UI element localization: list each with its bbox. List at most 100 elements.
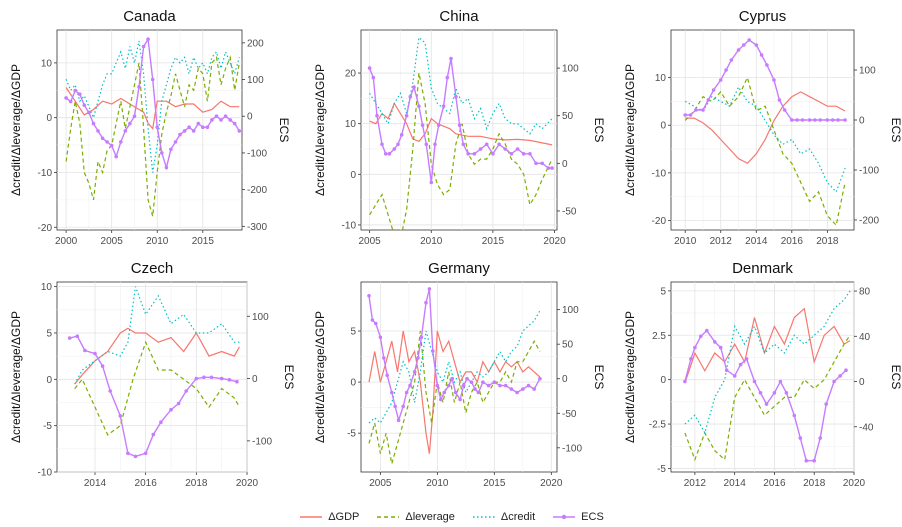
ecs-point (540, 161, 544, 166)
tick-label-y-left: -10 (38, 468, 53, 479)
axis-label-right: ECS (889, 365, 902, 390)
tick-label-y-right: 50 (562, 340, 574, 351)
ecs-point (150, 77, 155, 82)
ecs-point (367, 66, 372, 70)
plot-area (670, 29, 855, 231)
tick-label-y-left: -20 (38, 223, 53, 234)
axis-label-right: ECS (282, 365, 296, 390)
ecs-point (457, 123, 462, 127)
tick-label-x: 2012 (684, 478, 707, 489)
ecs-point (375, 113, 379, 118)
tick-label-y-left: 10 (655, 73, 667, 84)
series-line-credit (684, 85, 846, 194)
ecs-point (382, 356, 386, 360)
tick-label-x: 2015 (482, 236, 505, 247)
ecs-point (478, 147, 483, 151)
ecs-point (87, 110, 91, 115)
tick-label-y-left: 2.5 (652, 331, 666, 342)
ecs-point (219, 376, 224, 381)
ecs-point (424, 300, 428, 305)
ecs-point (472, 152, 477, 156)
ecs-point (169, 147, 173, 152)
ecs-point (374, 321, 378, 326)
ecs-point (141, 44, 146, 49)
series-line-gdp (368, 330, 541, 454)
series-line-credit (368, 310, 541, 424)
series-line-leverage (684, 334, 851, 462)
ecs-point (370, 318, 375, 322)
tick-label-y-right: -50 (562, 409, 577, 420)
ecs-point (497, 142, 501, 147)
series-line-gdp (65, 87, 240, 130)
legend-item-ecs: ECS (551, 511, 604, 523)
legend-item-leverage: Δleverage (375, 511, 455, 523)
ecs-point (380, 142, 384, 147)
ecs-point (838, 374, 842, 378)
ecs-point (807, 118, 812, 122)
tick-label-y-left: 0 (46, 375, 52, 386)
ecs-point (446, 383, 451, 388)
ecs-point (795, 118, 799, 122)
tick-label-y-right: -100 (252, 436, 272, 447)
legend-item-credit: Δcredit (471, 511, 535, 523)
ecs-point (742, 43, 746, 47)
ecs-point (393, 404, 398, 409)
tick-label-y-right: -100 (562, 443, 582, 454)
legend-swatch-leverage (377, 516, 400, 518)
legend-swatch-gdp (300, 516, 323, 518)
ecs-point (453, 390, 458, 395)
legend-swatch-credit (472, 516, 495, 518)
ecs-point (436, 123, 441, 127)
tick-label-x: 2005 (101, 236, 124, 247)
ecs-point (528, 152, 532, 156)
ecs-point (812, 458, 816, 463)
panel-cyprus: 2010 2012 2014 2016 2018-20-10010-200-100010… (623, 8, 902, 247)
ecs-point (473, 387, 477, 391)
ecs-point (219, 118, 223, 122)
ecs-point (758, 391, 763, 395)
tick-label-y-left: 0 (660, 375, 666, 386)
ecs-point (439, 397, 443, 402)
ecs-point (458, 397, 462, 402)
tick-label-y-left: -10 (38, 168, 53, 179)
ecs-point (538, 376, 542, 381)
ecs-point (100, 136, 105, 141)
ecs-point (392, 147, 397, 151)
ecs-point (159, 420, 163, 425)
tick-label-x: 2010 (426, 478, 449, 489)
ecs-point (109, 143, 114, 148)
ecs-point (521, 387, 525, 391)
ecs-point (420, 123, 425, 127)
legend-label-ecs: ECS (581, 511, 604, 523)
tick-label-x: 2016 (781, 236, 804, 247)
panel-title: Cyprus (739, 8, 787, 25)
tick-label-y-right: 50 (562, 111, 574, 122)
ecs-point (484, 142, 489, 147)
tick-label-x: 2005 (359, 236, 382, 247)
ecs-point (367, 294, 371, 298)
tick-label-y-left: -5 (347, 429, 356, 440)
ecs-point (825, 118, 830, 122)
tick-label-x: 2012 (710, 236, 733, 247)
tick-label-y-right: 0 (562, 374, 568, 385)
ecs-point (491, 152, 495, 156)
ecs-point (515, 390, 519, 395)
panel-title: China (439, 8, 479, 25)
tick-label-y-left: -2.5 (649, 420, 667, 431)
ecs-point (476, 390, 481, 395)
tick-label-y-right: 100 (252, 312, 269, 323)
ecs-point (196, 121, 201, 126)
series-line-ecs (684, 329, 847, 462)
ecs-point (818, 436, 822, 440)
ecs-point (503, 147, 508, 151)
tick-label-y-right: 100 (562, 64, 579, 75)
tick-label-x: 2018 (816, 236, 839, 247)
ecs-point (461, 383, 466, 388)
tick-label-x: 2015 (192, 236, 215, 247)
tick-label-y-left: 0 (660, 121, 666, 132)
ecs-point (83, 348, 87, 353)
ecs-point (792, 413, 797, 418)
axis-label-left: Δcredit/Δleverage/ΔGDP (9, 311, 23, 443)
panel-germany: 2005 2010 2015 2020-505-100-50050100Germany… (313, 260, 606, 489)
